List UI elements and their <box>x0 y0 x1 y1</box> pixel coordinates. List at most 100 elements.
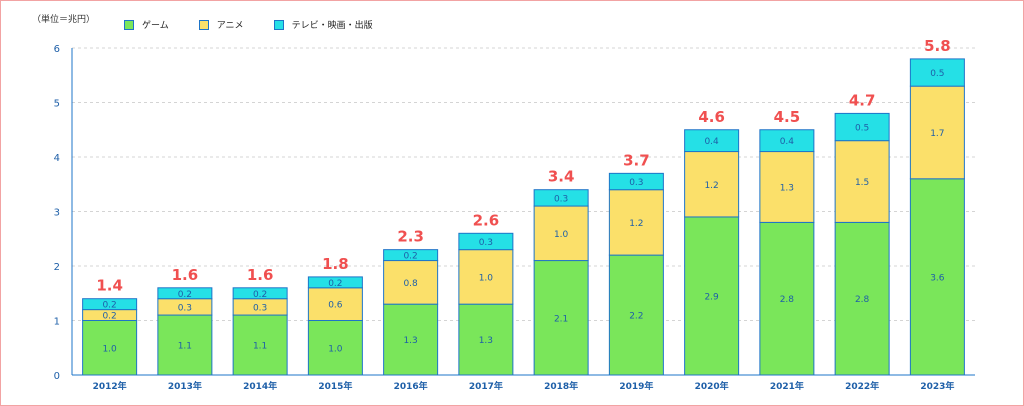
legend: ゲーム アニメ テレビ・映画・出版 <box>124 18 373 31</box>
bar-segment <box>307 276 363 289</box>
bar-segment <box>608 172 664 191</box>
bar-segment <box>684 129 740 153</box>
segment-label: 0.3 <box>629 178 643 188</box>
bar-segment <box>533 189 589 207</box>
total-label: 1.4 <box>96 277 123 295</box>
segment-label: 1.3 <box>403 336 417 346</box>
legend-label-tv-film-publishing: テレビ・映画・出版 <box>291 21 373 31</box>
bar-segment <box>307 287 363 321</box>
x-tick-label: 2022年 <box>845 380 879 392</box>
segment-label: 0.6 <box>328 301 343 311</box>
segment-label: 2.9 <box>704 292 719 302</box>
segment-label: 3.6 <box>930 273 945 283</box>
segment-label: 1.0 <box>479 273 494 283</box>
segment-label: 1.5 <box>855 178 869 188</box>
bar-segment <box>383 249 439 262</box>
x-tick-label: 2023年 <box>920 380 954 392</box>
segment-label: 1.3 <box>479 336 493 346</box>
legend-swatch-game <box>124 19 134 30</box>
bar-segment <box>307 320 363 376</box>
total-label: 5.8 <box>924 37 951 55</box>
segment-label: 1.1 <box>253 342 267 352</box>
total-label: 1.8 <box>322 255 349 273</box>
bar-segment <box>909 178 965 376</box>
legend-item-game: ゲーム <box>124 18 169 31</box>
segment-label: 0.5 <box>855 124 869 134</box>
segment-label: 1.3 <box>780 183 794 193</box>
segment-label: 0.3 <box>178 303 192 313</box>
bar-segment <box>684 151 740 218</box>
bar-segment <box>684 216 740 376</box>
segment-label: 0.3 <box>479 238 493 248</box>
total-label: 1.6 <box>247 266 274 284</box>
x-tick-label: 2021年 <box>770 380 804 392</box>
segment-label: 0.3 <box>253 303 267 313</box>
segment-label: 2.8 <box>855 295 870 305</box>
legend-label-anime: アニメ <box>216 21 244 31</box>
segment-label: 0.5 <box>930 69 944 79</box>
segment-label: 1.2 <box>704 181 718 191</box>
bar-segment <box>232 287 288 300</box>
bar-segment <box>157 287 213 300</box>
total-label: 3.7 <box>623 151 650 169</box>
x-tick-label: 2020年 <box>695 380 729 392</box>
legend-label-game: ゲーム <box>142 21 169 31</box>
bar-segment <box>232 314 288 376</box>
total-label: 3.4 <box>548 168 575 186</box>
total-label: 1.6 <box>172 266 199 284</box>
segment-label: 2.8 <box>780 295 795 305</box>
bar-segment <box>533 205 589 262</box>
total-label: 4.6 <box>698 108 725 126</box>
segment-label: 0.4 <box>780 137 795 147</box>
segment-label: 1.0 <box>554 230 569 240</box>
total-label: 2.6 <box>473 211 500 229</box>
bar-segment <box>533 260 589 376</box>
x-tick-label: 2012年 <box>93 380 127 392</box>
segment-label: 1.1 <box>178 342 192 352</box>
x-tick-label: 2017年 <box>469 380 503 392</box>
bar-segment <box>759 151 815 223</box>
bar-segment <box>608 189 664 256</box>
bar-segment <box>82 320 138 376</box>
bar-segment <box>82 298 138 311</box>
legend-item-tv-film-publishing: テレビ・映画・出版 <box>273 18 373 31</box>
legend-swatch-tv-film-publishing <box>273 19 284 30</box>
segment-label: 0.2 <box>328 279 342 289</box>
x-tick-label: 2014年 <box>243 380 277 392</box>
x-tick-label: 2015年 <box>318 380 352 392</box>
segment-label: 0.4 <box>704 137 719 147</box>
bar-segment <box>458 232 514 251</box>
x-tick-label: 2019年 <box>619 380 653 392</box>
segment-label: 0.2 <box>102 312 116 322</box>
x-tick-label: 2018年 <box>544 380 578 392</box>
segment-label: 1.0 <box>102 344 117 354</box>
total-label: 4.7 <box>849 91 876 109</box>
y-tick-label: 4 <box>54 153 60 164</box>
bar-segment <box>458 249 514 305</box>
segment-label: 0.2 <box>403 252 417 262</box>
bar-segment <box>157 314 213 376</box>
bar-segment <box>608 254 664 376</box>
bar-segment <box>834 221 890 376</box>
y-tick-label: 5 <box>54 99 60 110</box>
segment-label: 2.1 <box>554 314 568 324</box>
segment-label: 1.2 <box>629 219 643 229</box>
total-label: 4.5 <box>774 108 801 126</box>
legend-item-anime: アニメ <box>198 18 244 31</box>
bar-segment <box>759 221 815 376</box>
bar-segment <box>458 303 514 376</box>
y-tick-label: 6 <box>54 44 60 55</box>
segment-label: 0.2 <box>178 290 192 300</box>
total-label: 2.3 <box>397 228 424 246</box>
bar-segment <box>834 112 890 142</box>
y-tick-label: 2 <box>54 262 60 273</box>
bar-segment <box>909 58 965 87</box>
segment-label: 0.8 <box>403 279 418 289</box>
y-tick-label: 3 <box>54 208 60 219</box>
segment-label: 0.3 <box>554 194 568 204</box>
segment-label: 1.0 <box>328 344 343 354</box>
bar-segment <box>383 260 439 305</box>
bar-segment <box>909 85 965 180</box>
segment-label: 2.2 <box>629 312 643 322</box>
